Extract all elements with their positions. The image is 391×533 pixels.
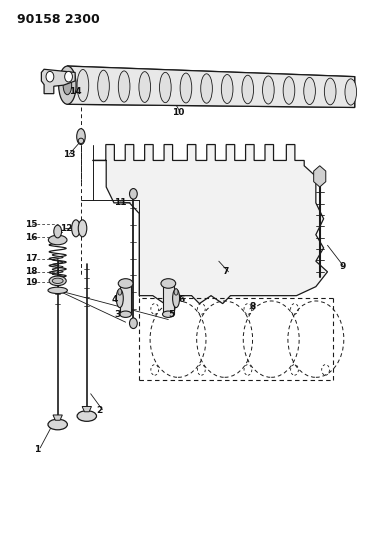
Ellipse shape — [77, 411, 97, 421]
Ellipse shape — [54, 225, 61, 238]
Polygon shape — [82, 407, 91, 412]
Polygon shape — [53, 415, 62, 420]
Ellipse shape — [242, 75, 254, 104]
Ellipse shape — [139, 71, 151, 102]
Ellipse shape — [48, 287, 67, 294]
Ellipse shape — [98, 70, 109, 102]
Ellipse shape — [52, 278, 63, 284]
Ellipse shape — [262, 76, 274, 104]
Text: 14: 14 — [69, 87, 82, 96]
Ellipse shape — [160, 72, 171, 103]
Circle shape — [65, 71, 72, 82]
Ellipse shape — [118, 71, 130, 102]
Text: 13: 13 — [63, 150, 76, 159]
Text: 2: 2 — [97, 406, 103, 415]
Text: 18: 18 — [25, 268, 37, 276]
Ellipse shape — [345, 79, 357, 105]
Ellipse shape — [172, 289, 179, 308]
Text: 3: 3 — [114, 310, 120, 319]
Ellipse shape — [77, 128, 85, 144]
Ellipse shape — [201, 74, 212, 103]
Ellipse shape — [304, 77, 316, 104]
Ellipse shape — [48, 419, 67, 430]
Text: 17: 17 — [25, 254, 37, 263]
Text: 8: 8 — [250, 302, 256, 311]
Circle shape — [46, 71, 54, 82]
Circle shape — [129, 189, 137, 199]
Ellipse shape — [48, 235, 67, 245]
Ellipse shape — [221, 75, 233, 103]
Ellipse shape — [78, 220, 87, 237]
Ellipse shape — [118, 289, 122, 295]
Text: 4: 4 — [112, 295, 118, 304]
Ellipse shape — [63, 76, 72, 95]
Circle shape — [129, 318, 137, 328]
Ellipse shape — [49, 276, 66, 286]
Polygon shape — [41, 69, 75, 94]
Ellipse shape — [283, 77, 295, 104]
Ellipse shape — [180, 73, 192, 103]
Ellipse shape — [161, 279, 176, 288]
Ellipse shape — [325, 78, 336, 105]
Text: 15: 15 — [25, 220, 37, 229]
Ellipse shape — [72, 220, 80, 237]
Text: 16: 16 — [25, 233, 37, 242]
Polygon shape — [67, 66, 355, 108]
Ellipse shape — [77, 69, 89, 102]
Ellipse shape — [78, 138, 84, 143]
Bar — [120, 284, 131, 314]
Ellipse shape — [120, 311, 131, 317]
Ellipse shape — [59, 66, 76, 104]
Text: 5: 5 — [168, 310, 174, 319]
Polygon shape — [93, 144, 328, 304]
Text: 12: 12 — [59, 224, 72, 233]
Text: 19: 19 — [25, 278, 37, 287]
Ellipse shape — [116, 289, 123, 308]
Text: 90158 2300: 90158 2300 — [17, 13, 100, 26]
Text: 9: 9 — [339, 262, 346, 271]
Bar — [163, 284, 174, 314]
Polygon shape — [314, 166, 326, 187]
Text: 1: 1 — [34, 445, 41, 454]
Text: 6: 6 — [178, 295, 184, 304]
Ellipse shape — [163, 311, 174, 317]
Text: 7: 7 — [223, 268, 229, 276]
Text: 11: 11 — [114, 198, 126, 207]
Text: 10: 10 — [172, 108, 185, 117]
Ellipse shape — [174, 289, 178, 295]
Ellipse shape — [118, 279, 133, 288]
